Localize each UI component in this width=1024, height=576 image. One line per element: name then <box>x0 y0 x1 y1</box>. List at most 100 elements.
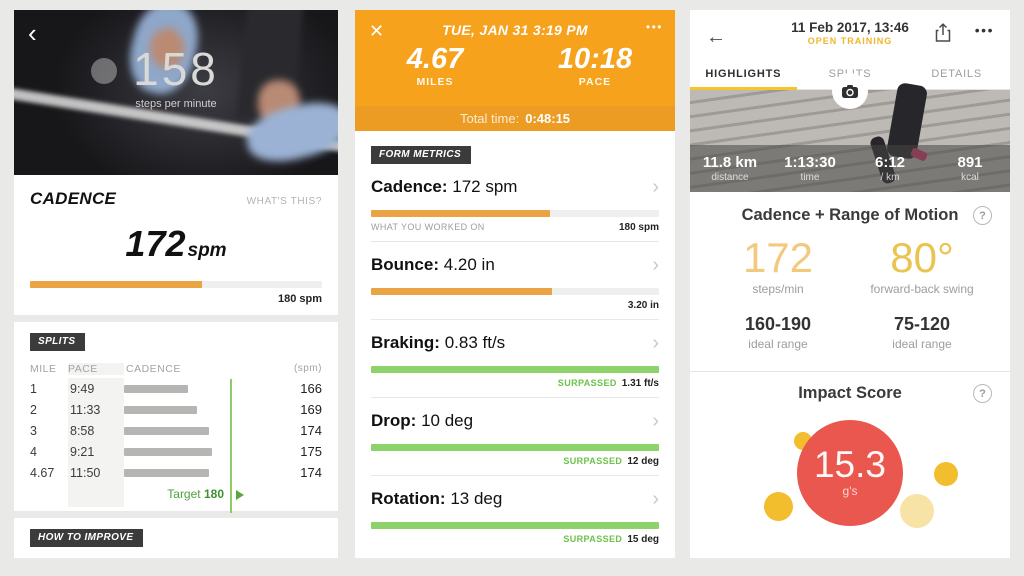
metric-fill <box>371 288 553 295</box>
metric-row-drop[interactable]: Drop: 10 deg › SURPASSED 12 deg <box>371 398 659 476</box>
help-icon[interactable]: ? <box>973 206 992 225</box>
distance-stat: 11.8 km distance <box>702 154 758 183</box>
decor-dot <box>764 492 793 521</box>
whats-this-link[interactable]: WHAT'S THIS? <box>246 196 322 207</box>
share-icon[interactable] <box>934 23 952 48</box>
col-unit: (spm) <box>293 363 322 374</box>
metric-row-cadence[interactable]: Cadence: 172 spm › WHAT YOU WORKED ON 18… <box>371 164 659 242</box>
split-row: 2 11:33 169 <box>30 399 322 420</box>
metric-track <box>371 522 659 529</box>
decor-dot <box>900 494 934 528</box>
total-time-value: 0:48:15 <box>525 111 571 126</box>
left-app-screen: ‹ 158 steps per minute CADENCE WHAT'S TH… <box>14 10 338 558</box>
split-cadence: 175 <box>300 444 322 459</box>
col-pace: PACE <box>68 362 124 375</box>
more-options-icon[interactable]: ••• <box>974 22 994 38</box>
cadence-unit: steps/min <box>752 282 804 296</box>
metric-row-braking[interactable]: Braking: 0.83 ft/s › SURPASSED 1.31 ft/s <box>371 320 659 398</box>
photo-stats-overlay: 11.8 km distance 1:13:30 time 6:12 / km … <box>690 145 1010 192</box>
swing-value: 80° <box>890 234 954 281</box>
workout-photo: 11.8 km distance 1:13:30 time 6:12 / km … <box>690 73 1010 192</box>
metric-row-rotation[interactable]: Rotation: 13 deg › SURPASSED 15 deg <box>371 476 659 553</box>
chevron-right-icon: › <box>652 488 659 510</box>
split-row: 1 9:49 166 <box>30 378 322 399</box>
chevron-right-icon: › <box>652 254 659 276</box>
cadence-bar <box>124 426 209 435</box>
metric-label: Braking: 0.83 ft/s <box>371 333 506 352</box>
split-mile: 4 <box>30 444 37 459</box>
cadence-rom-section: Cadence + Range of Motion ? 172 steps/mi… <box>690 192 1010 371</box>
right-app-screen: ← 11 Feb 2017, 13:46 OPEN TRAINING ••• H… <box>690 10 1010 558</box>
splits-section: SPLITS MILE PACE CADENCE (spm) 1 9:49 16… <box>14 322 338 513</box>
split-row: 3 8:58 174 <box>30 420 322 441</box>
close-icon[interactable]: ✕ <box>369 21 385 41</box>
miles-label: MILES <box>416 76 454 88</box>
cadence-bar <box>124 468 209 477</box>
split-cadence: 174 <box>300 423 322 438</box>
impact-score-circle: 15.3 g's <box>797 420 903 526</box>
middle-app-screen: ✕ TUE, JAN 31 3:19 PM ••• 4.67 MILES 10:… <box>355 10 675 558</box>
chevron-right-icon: › <box>652 410 659 432</box>
decor-dot <box>934 462 958 486</box>
impact-score-unit: g's <box>842 484 858 498</box>
miles-stat: 4.67 MILES <box>355 44 515 88</box>
split-bar-cell <box>124 468 278 477</box>
metric-track <box>371 288 659 295</box>
split-mile: 3 <box>30 423 37 438</box>
chevron-right-icon: › <box>652 176 659 198</box>
split-pace: 9:21 <box>68 441 124 462</box>
tab-highlights[interactable]: HIGHLIGHTS <box>690 60 797 90</box>
more-options-icon[interactable]: ••• <box>645 20 663 34</box>
run-date: TUE, JAN 31 3:19 PM <box>442 22 588 38</box>
cadence-value: 172 <box>742 234 814 281</box>
pace-value: 10:18 <box>557 43 633 75</box>
pace-stat: 10:18 PACE <box>515 44 675 88</box>
impact-ideal-range: 1-12 <box>706 556 994 558</box>
target-arrow-icon <box>236 490 244 500</box>
metric-target: 180 spm <box>618 222 659 233</box>
hero-photo: ‹ 158 steps per minute <box>14 10 338 175</box>
pulse-dot-icon <box>91 58 118 84</box>
cadence-max-label: 180 spm <box>277 293 322 305</box>
miles-value: 4.67 <box>406 43 464 75</box>
splits-table: MILE PACE CADENCE (spm) 1 9:49 166 2 11:… <box>30 359 322 513</box>
metric-caption: WHAT YOU WORKED ON <box>371 222 485 232</box>
surpassed-badge: SURPASSED <box>557 378 617 388</box>
ideal-range-value: 75-120 <box>893 314 951 334</box>
cadence-title: CADENCE <box>30 189 117 208</box>
col-mile: MILE <box>30 362 57 375</box>
run-summary-header: ✕ TUE, JAN 31 3:19 PM ••• 4.67 MILES 10:… <box>355 10 675 106</box>
back-chevron-icon[interactable]: ‹ <box>28 18 37 48</box>
chevron-right-icon: › <box>315 557 322 558</box>
metric-fill <box>371 210 550 217</box>
cadence-progress-track <box>30 281 322 288</box>
surpassed-badge: SURPASSED <box>563 456 623 466</box>
split-cadence: 174 <box>300 465 322 480</box>
camera-button[interactable] <box>832 73 868 109</box>
metric-track <box>371 210 659 217</box>
cadence-bar <box>124 384 189 393</box>
split-pace: 9:49 <box>68 378 124 399</box>
split-cadence: 169 <box>300 402 322 417</box>
help-icon[interactable]: ? <box>973 384 992 403</box>
swing-unit: forward-back swing <box>870 282 974 296</box>
drill-item[interactable]: Line Toe Taps › <box>30 557 322 558</box>
surpassed-badge: SURPASSED <box>563 534 623 544</box>
section-title: Cadence + Range of Motion <box>741 206 959 224</box>
metric-label: Bounce: 4.20 in <box>371 255 495 274</box>
metric-target: SURPASSED 12 deg <box>563 456 659 467</box>
tab-details[interactable]: DETAILS <box>931 68 982 80</box>
split-pace: 11:33 <box>68 399 124 420</box>
cadence-column: 172 steps/min 160-190 ideal range <box>706 234 850 351</box>
metric-target: SURPASSED 1.31 ft/s <box>557 378 659 389</box>
ankle-photo <box>150 28 184 68</box>
back-arrow-icon[interactable]: ← <box>706 26 726 48</box>
split-bar-cell <box>124 426 278 435</box>
metric-fill <box>371 444 659 451</box>
split-pace: 8:58 <box>68 420 124 441</box>
split-row: 4.67 11:50 174 <box>30 462 322 483</box>
splits-tag: SPLITS <box>30 333 86 351</box>
how-to-improve-section: HOW TO IMPROVE Line Toe Taps › <box>14 518 338 558</box>
split-mile: 1 <box>30 381 37 396</box>
metric-row-bounce[interactable]: Bounce: 4.20 in › 3.20 in <box>371 242 659 320</box>
